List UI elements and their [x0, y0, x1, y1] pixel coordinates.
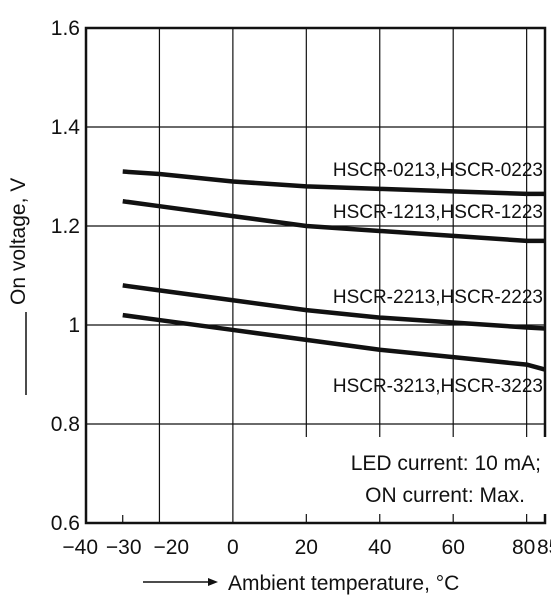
y-tick-label: 1 [68, 314, 80, 337]
x-tick-label: 80 [512, 536, 535, 559]
annotation-on-current: ON current: Max. [365, 484, 525, 507]
y-tick-labels: 0.6 0.8 1 1.2 1.4 1.6 [51, 17, 81, 535]
x-axis-arrow-head [208, 578, 218, 586]
x-tick-label: 0 [227, 536, 239, 559]
x-tick-label: −20 [153, 536, 189, 559]
y-tick-label: 0.8 [51, 413, 80, 436]
x-tick-labels: −40 −30 −20 0 20 40 60 8085 [62, 536, 551, 559]
annotation-box: LED current: 10 mA; ON current: Max. [304, 437, 549, 514]
x-tick-label: 60 [442, 536, 465, 559]
y-tick-label: 1.4 [51, 116, 81, 139]
series-label-4: HSCR-3213,HSCR-3223 [333, 376, 543, 397]
x-axis-title: Ambient temperature, °C [143, 572, 459, 595]
x-tick-label: 20 [295, 536, 318, 559]
series-label-1: HSCR-0213,HSCR-0223 [333, 160, 543, 181]
series-lines [122, 169, 546, 372]
series-line-4 [122, 312, 546, 372]
x-axis-label: Ambient temperature, °C [228, 572, 459, 595]
series-label-3: HSCR-2213,HSCR-2223 [333, 287, 543, 308]
series-label-2: HSCR-1213,HSCR-1223 [333, 202, 543, 223]
x-tick-label: −40 [62, 536, 98, 559]
plot-frame [84, 26, 547, 525]
annotation-led-current: LED current: 10 mA; [351, 452, 541, 475]
series-labels: HSCR-0213,HSCR-0223 HSCR-1213,HSCR-1223 HS… [333, 160, 543, 397]
x-tick-label: 85 [537, 536, 551, 559]
y-axis-title: On voltage, V [7, 178, 30, 395]
y-tick-label: 1.2 [51, 215, 80, 238]
y-tick-label: 1.6 [51, 17, 80, 40]
series-line-3 [122, 283, 546, 331]
series-line-2 [122, 199, 545, 244]
y-axis-label: On voltage, V [7, 178, 30, 305]
y-tick-label: 0.6 [51, 512, 80, 535]
series-line-1 [122, 169, 545, 197]
x-tick-label: 40 [368, 536, 391, 559]
x-tick-label: −30 [106, 536, 142, 559]
